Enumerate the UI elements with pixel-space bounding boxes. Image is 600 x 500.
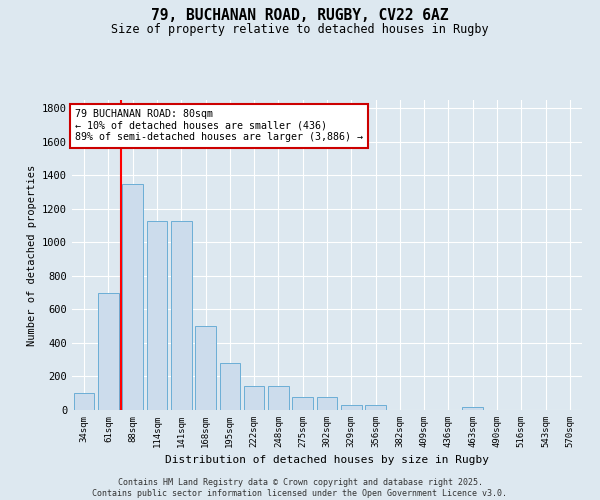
Text: Contains HM Land Registry data © Crown copyright and database right 2025.
Contai: Contains HM Land Registry data © Crown c… (92, 478, 508, 498)
Bar (463, 408, 483, 410)
Text: Size of property relative to detached houses in Rugby: Size of property relative to detached ho… (111, 22, 489, 36)
Bar (268, 386, 289, 410)
X-axis label: Distribution of detached houses by size in Rugby: Distribution of detached houses by size … (165, 456, 489, 466)
Bar (122, 184, 143, 410)
Bar (146, 220, 167, 410)
Bar (171, 220, 191, 410)
Bar (341, 405, 362, 410)
Y-axis label: Number of detached properties: Number of detached properties (26, 164, 37, 346)
Bar (98, 292, 119, 410)
Text: 79, BUCHANAN ROAD, RUGBY, CV22 6AZ: 79, BUCHANAN ROAD, RUGBY, CV22 6AZ (151, 8, 449, 22)
Bar (292, 398, 313, 410)
Bar (365, 405, 386, 410)
Text: 79 BUCHANAN ROAD: 80sqm
← 10% of detached houses are smaller (436)
89% of semi-d: 79 BUCHANAN ROAD: 80sqm ← 10% of detache… (74, 110, 362, 142)
Bar (244, 386, 265, 410)
Bar (195, 326, 216, 410)
Bar (74, 393, 94, 410)
Bar (317, 398, 337, 410)
Bar (220, 363, 240, 410)
